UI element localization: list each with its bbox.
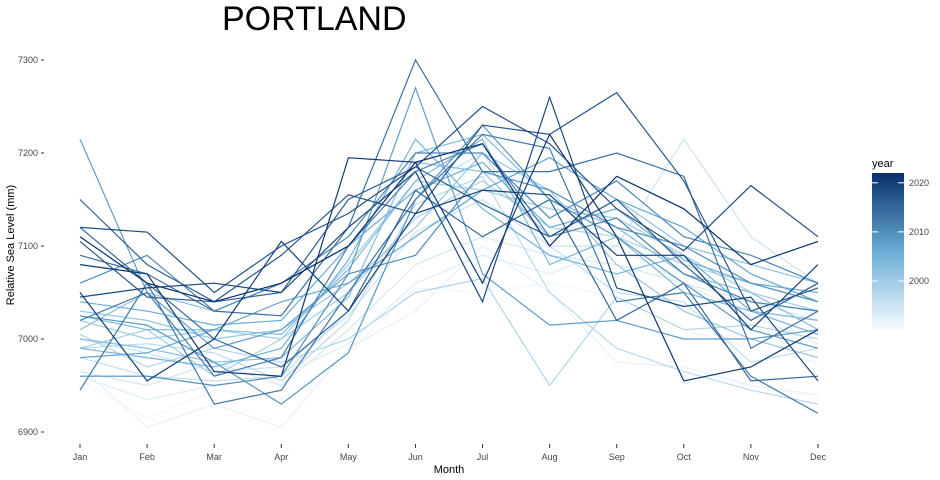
series-line-1996 xyxy=(79,152,819,382)
series-line-2018 xyxy=(79,105,819,294)
series-line-2002 xyxy=(79,161,819,331)
x-tick-label: Aug xyxy=(542,452,558,462)
chart-title: PORTLAND xyxy=(222,0,407,38)
x-axis: Jan Feb Mar Apr May Jun Jul Aug Sep Oct Nov Dec xyxy=(73,444,827,462)
x-tick-label: Nov xyxy=(743,452,760,462)
x-tick-label: Dec xyxy=(810,452,827,462)
y-tick-label: 7100 xyxy=(18,241,38,251)
series-line-2001 xyxy=(79,152,819,359)
series-line-2015 xyxy=(79,189,819,382)
legend-title: year xyxy=(872,158,894,170)
x-tick-label: Sep xyxy=(609,452,625,462)
series-line-2017 xyxy=(79,91,819,312)
series-line-1998 xyxy=(79,277,819,387)
series-line-2012 xyxy=(79,142,819,377)
series-line-2022 xyxy=(79,143,819,303)
series-line-2008 xyxy=(79,86,819,349)
legend-tick-label: 2000 xyxy=(909,276,929,286)
legend-tick-label: 2010 xyxy=(909,227,929,237)
x-tick-label: Jul xyxy=(477,452,489,462)
series-layer xyxy=(79,58,819,429)
series-line-2005 xyxy=(79,138,819,368)
series-line-2016 xyxy=(79,166,819,322)
series-line-2021 xyxy=(79,133,819,382)
x-tick-label: Oct xyxy=(677,452,692,462)
x-axis-title: Month xyxy=(434,464,465,476)
x-tick-label: May xyxy=(340,452,358,462)
series-line-2014 xyxy=(79,58,819,350)
x-tick-label: Jun xyxy=(408,452,423,462)
y-tick-label: 6900 xyxy=(18,427,38,437)
series-line-1993 xyxy=(79,245,819,401)
legend: year 2000 2010 2020 xyxy=(872,158,929,330)
x-tick-label: Feb xyxy=(139,452,155,462)
legend-colorbar xyxy=(872,173,904,330)
legend-ticks: 2000 2010 2020 xyxy=(872,178,929,286)
y-axis: 6900 7000 7100 7200 7300 xyxy=(18,55,44,437)
series-line-1991 xyxy=(79,282,819,419)
y-tick-label: 7300 xyxy=(18,55,38,65)
series-line-2019 xyxy=(79,95,819,382)
x-tick-label: Apr xyxy=(274,452,288,462)
y-axis-title: Relative Sea Level (mm) xyxy=(5,185,17,305)
series-line-1992 xyxy=(79,245,819,429)
x-tick-label: Mar xyxy=(206,452,222,462)
legend-tick-label: 2020 xyxy=(909,178,929,188)
y-tick-label: 7200 xyxy=(18,148,38,158)
series-line-1994 xyxy=(79,236,819,387)
series-line-2020 xyxy=(79,189,819,382)
x-tick-label: Jan xyxy=(73,452,88,462)
series-line-2003 xyxy=(79,133,819,363)
series-line-2006 xyxy=(79,161,819,326)
y-tick-label: 7000 xyxy=(18,334,38,344)
series-line-2013 xyxy=(79,133,819,414)
series-line-2000 xyxy=(79,180,819,340)
